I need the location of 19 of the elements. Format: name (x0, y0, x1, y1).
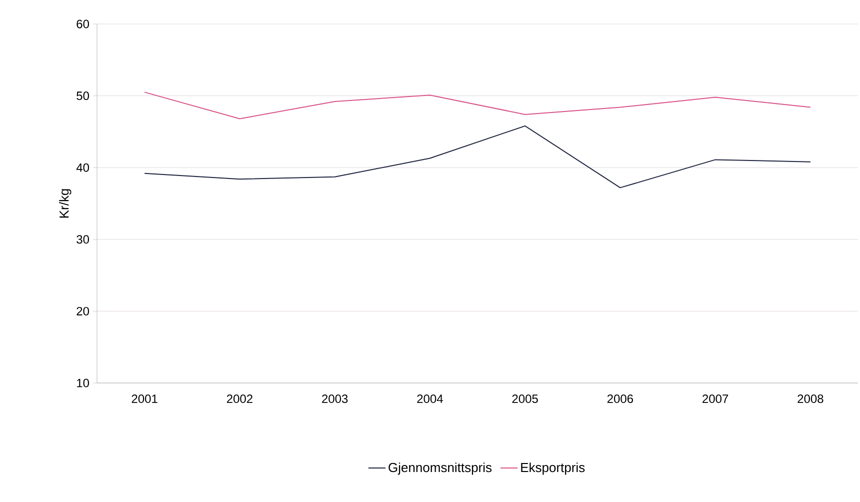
x-tick-label: 2005 (512, 394, 538, 404)
x-tick-label: 2004 (417, 394, 443, 404)
x-tick-label: 2007 (702, 394, 728, 404)
y-tick-label: 20 (76, 306, 90, 316)
y-tick-label: 10 (77, 378, 90, 388)
y-tick-label: 30 (76, 235, 90, 244)
line-series (144, 125, 811, 188)
y-tick-label: 50 (76, 92, 90, 100)
x-tick-label: 2002 (226, 394, 252, 404)
x-tick-label: 2008 (798, 394, 824, 404)
x-tick-label: 2006 (607, 394, 634, 404)
x-tick-label: 2001 (132, 394, 158, 404)
legend-label: Gjennomsnittspris (388, 462, 492, 475)
legend-label: Eksportpris (521, 462, 585, 475)
line-series (144, 92, 811, 120)
y-tick-label: 40 (76, 163, 90, 172)
y-axis-title: Kr/kg (59, 189, 72, 218)
x-tick-label: 2003 (322, 394, 348, 404)
y-tick-label: 60 (76, 20, 90, 28)
